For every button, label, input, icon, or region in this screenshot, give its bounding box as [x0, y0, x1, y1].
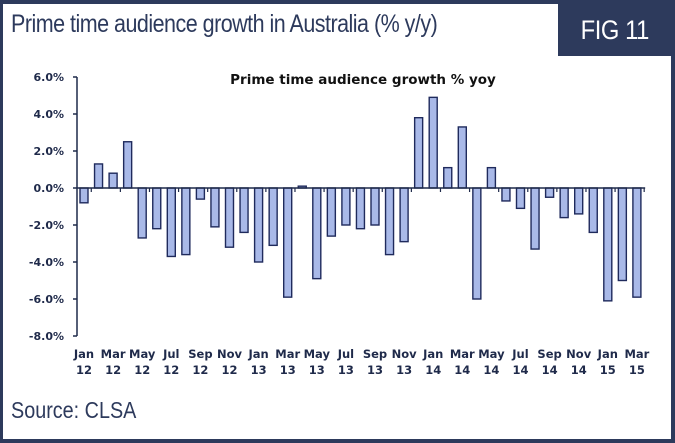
bar-jan-15 [603, 187, 613, 302]
x-tick-label-year: 14 [571, 363, 587, 377]
bar-feb-13 [268, 187, 278, 247]
x-tick-label-month: May [478, 347, 505, 361]
x-tick-label-year: 14 [483, 363, 499, 377]
bar-oct-13 [384, 187, 395, 256]
bar-may-14 [486, 166, 497, 189]
bar-jun-14 [501, 187, 511, 202]
y-axis: 6.0% 4.0% 2.0% 0.0% -2.0% -4.0% -6.0% -8.0% [29, 71, 78, 343]
x-tick-label-month: Jan [597, 347, 618, 361]
bar-nov-12 [224, 187, 235, 248]
y-tick-label: -2.0% [29, 219, 64, 232]
x-tick-label-month: Jul [511, 347, 528, 361]
x-tick-label-year: 13 [367, 363, 383, 377]
x-tick-label-month: Nov [566, 347, 592, 361]
bar-jan-12 [79, 187, 89, 204]
bar-aug-12 [181, 187, 191, 256]
x-tick-label-year: 14 [542, 363, 558, 377]
x-tick-label-month: Mar [101, 347, 126, 361]
bar-aug-13 [355, 187, 366, 230]
x-tick-label-month: Jul [162, 347, 179, 361]
bar-dec-13 [413, 116, 424, 189]
x-tick-label-year: 12 [76, 363, 92, 377]
x-tick-label-year: 12 [105, 363, 121, 377]
bar-mar-15 [632, 187, 642, 298]
bar-sep-12 [195, 187, 206, 200]
x-tick-label-month: Jan [422, 347, 443, 361]
x-tick-label-month: Nov [392, 347, 418, 361]
bar-nov-13 [399, 187, 409, 243]
x-tick-label-month: May [304, 347, 331, 361]
bar-mar-13 [283, 187, 293, 298]
bar-aug-14 [530, 187, 540, 250]
bar-apr-14 [472, 187, 482, 300]
bar-nov-14 [574, 187, 584, 215]
bars [79, 96, 642, 302]
x-axis: Jan 12 Mar 12 May 12 Jul 12 Sep 12 Nov 12 Jan 13 Mar 13… [73, 187, 650, 377]
y-tick-label: 0.0% [33, 182, 64, 195]
source-note: Source: CLSA [11, 397, 137, 423]
x-tick-label-year: 15 [629, 363, 645, 377]
y-tick-label: 4.0% [33, 108, 64, 121]
x-tick-label-year: 13 [338, 363, 354, 377]
figure-number-label: FIG 11 [580, 14, 649, 45]
bar-apr-12 [122, 141, 133, 189]
bar-feb-15 [617, 187, 628, 282]
x-tick-label-year: 12 [134, 363, 150, 377]
y-tick-label: -4.0% [29, 256, 64, 269]
x-tick-label-year: 14 [454, 363, 470, 377]
x-tick-label-year: 13 [396, 363, 412, 377]
x-tick-label-month: Jul [337, 347, 354, 361]
x-tick-label-month: May [129, 347, 156, 361]
bar-oct-14 [559, 187, 569, 219]
x-tick-label-year: 13 [251, 363, 267, 377]
bar-jul-12 [166, 187, 177, 258]
y-tick-label: 6.0% [33, 71, 64, 84]
x-tick-label-month: Nov [217, 347, 243, 361]
bar-may-13 [312, 187, 322, 280]
x-tick-label-year: 14 [425, 363, 441, 377]
bar-dec-14 [588, 187, 598, 234]
x-tick-label-month: Sep [363, 347, 387, 361]
y-tick-label: -8.0% [29, 330, 64, 343]
bar-sep-13 [370, 187, 380, 226]
x-tick-label-year: 13 [309, 363, 325, 377]
bar-feb-14 [443, 166, 453, 189]
x-tick-label-year: 14 [512, 363, 528, 377]
x-tick-label-year: 13 [280, 363, 296, 377]
x-tick-label-year: 12 [192, 363, 208, 377]
x-tick-label-month: Sep [537, 347, 561, 361]
bar-jan-14 [428, 96, 438, 189]
figure-title: Prime time audience growth in Australia … [11, 10, 438, 38]
bar-jul-14 [515, 187, 526, 210]
x-tick-label-month: Jan [73, 347, 94, 361]
y-tick-label: 2.0% [33, 145, 64, 158]
figure-number-badge: FIG 11 [558, 4, 671, 56]
bar-dec-12 [239, 187, 249, 234]
x-tick-label-year: 15 [600, 363, 616, 377]
x-tick-label-month: Mar [275, 347, 300, 361]
bar-jul-13 [341, 187, 351, 226]
bar-jun-12 [152, 187, 162, 230]
chart-title: Prime time audience growth % yoy [230, 72, 496, 88]
x-tick-label-year: 12 [221, 363, 237, 377]
x-tick-label-month: Sep [188, 347, 212, 361]
bar-sep-14 [544, 187, 555, 198]
x-tick-label-month: Jan [247, 347, 268, 361]
bar-mar-12 [108, 172, 118, 189]
x-tick-label-year: 12 [163, 363, 179, 377]
bar-jun-13 [326, 187, 337, 237]
bar-jan-13 [253, 187, 264, 263]
bar-oct-12 [210, 187, 220, 228]
bar-feb-12 [93, 163, 104, 189]
bar-mar-14 [457, 126, 467, 189]
y-tick-label: -6.0% [29, 293, 64, 306]
x-tick-label-month: Mar [450, 347, 475, 361]
x-tick-label-month: Mar [624, 347, 649, 361]
bar-may-12 [137, 187, 147, 239]
